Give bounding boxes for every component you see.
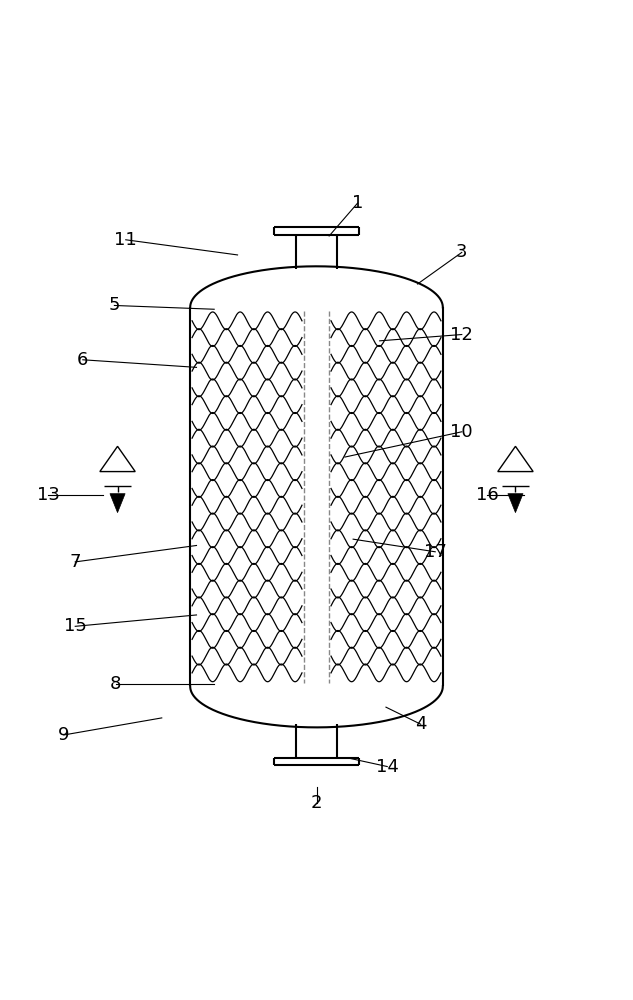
Text: 11: 11 bbox=[115, 231, 137, 249]
Text: 8: 8 bbox=[110, 675, 122, 693]
Text: 3: 3 bbox=[456, 243, 468, 261]
Text: 13: 13 bbox=[37, 486, 60, 504]
Text: 7: 7 bbox=[70, 553, 81, 571]
Text: 4: 4 bbox=[415, 715, 427, 733]
Text: 16: 16 bbox=[475, 486, 498, 504]
Polygon shape bbox=[508, 494, 523, 513]
Text: 5: 5 bbox=[109, 296, 120, 314]
Text: 12: 12 bbox=[450, 326, 473, 344]
Polygon shape bbox=[110, 494, 125, 513]
Text: 2: 2 bbox=[311, 794, 322, 812]
Text: 14: 14 bbox=[376, 758, 399, 776]
Text: 1: 1 bbox=[352, 194, 363, 212]
Text: 9: 9 bbox=[58, 726, 70, 744]
Polygon shape bbox=[510, 452, 520, 470]
Polygon shape bbox=[113, 452, 123, 470]
Text: 15: 15 bbox=[64, 617, 87, 635]
Text: 6: 6 bbox=[77, 351, 89, 369]
Text: 17: 17 bbox=[424, 543, 447, 561]
Text: 10: 10 bbox=[451, 423, 473, 441]
